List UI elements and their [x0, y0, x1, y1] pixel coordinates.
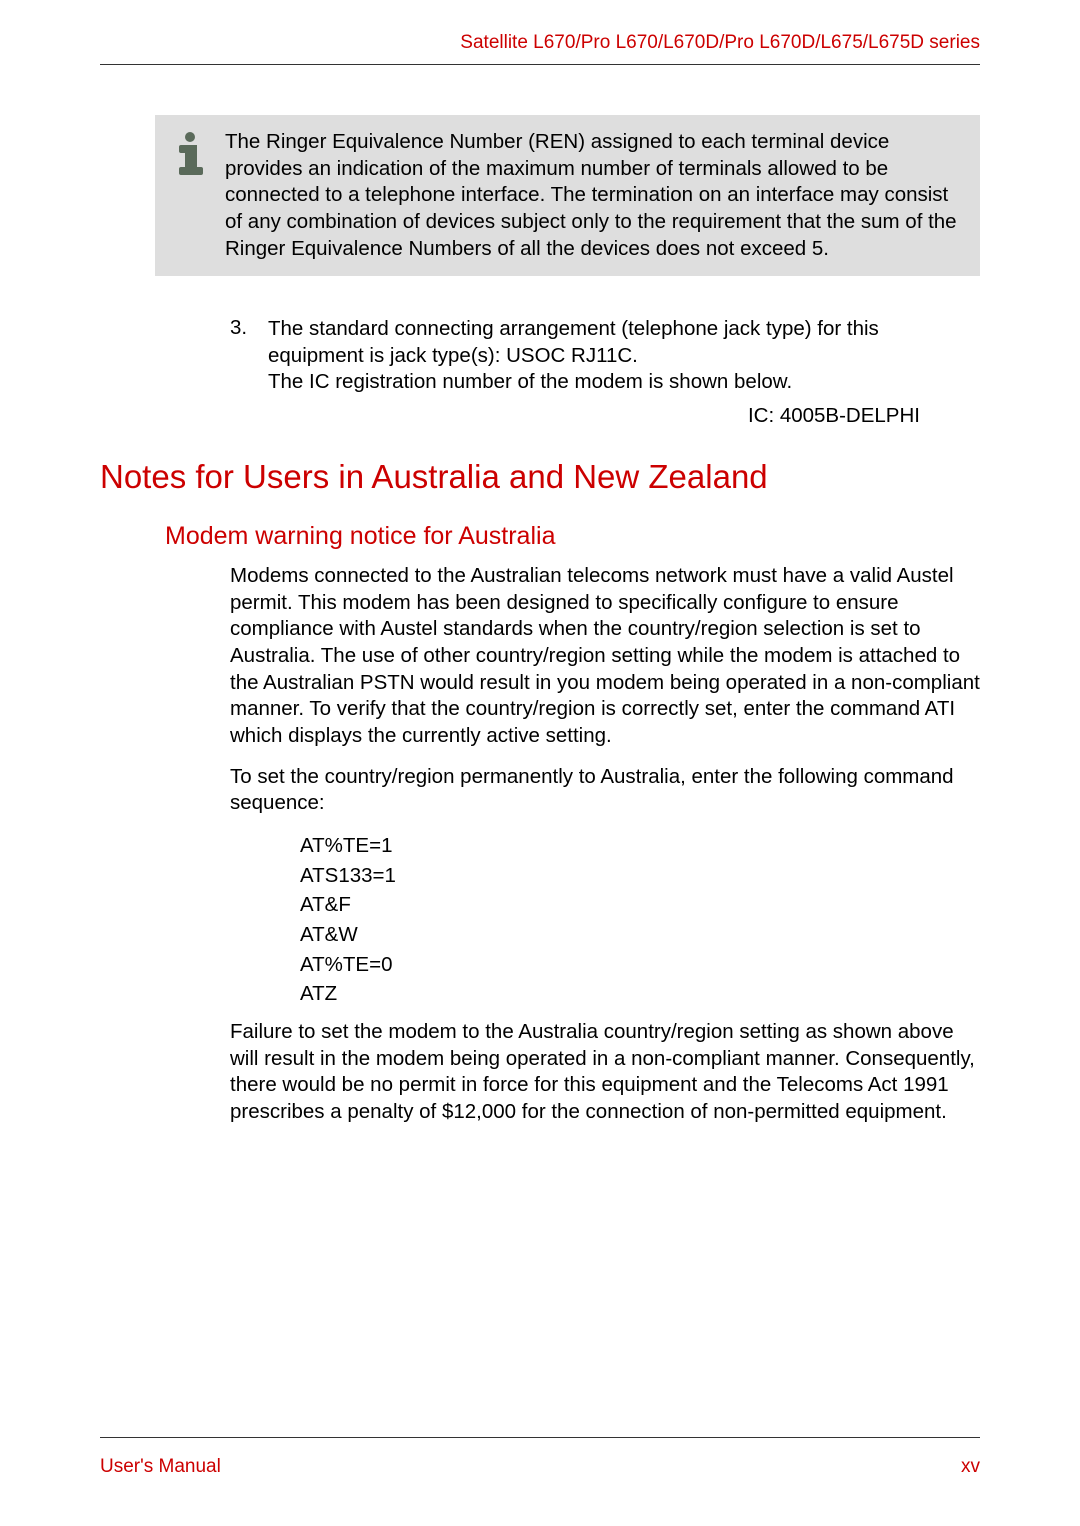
paragraph-austel: Modems connected to the Australian telec…: [230, 563, 980, 749]
at-command: AT%TE=1: [300, 831, 980, 861]
at-command: AT&W: [300, 920, 980, 950]
paragraph-command-intro: To set the country/region permanently to…: [230, 764, 980, 817]
list-body: The standard connecting arrangement (tel…: [268, 316, 980, 396]
numbered-list-item-3: 3. The standard connecting arrangement (…: [230, 316, 980, 396]
page-footer: User's Manual xv: [100, 1437, 980, 1478]
jack-type-text: The standard connecting arrangement (tel…: [268, 316, 980, 369]
footer-page-number: xv: [961, 1456, 980, 1478]
product-line-text: Satellite L670/Pro L670/L670D/Pro L670D/…: [460, 32, 980, 53]
at-command: ATS133=1: [300, 861, 980, 891]
info-callout-box: The Ringer Equivalence Number (REN) assi…: [155, 115, 980, 276]
paragraph-penalty: Failure to set the modem to the Australi…: [230, 1019, 980, 1126]
section-heading-h2: Modem warning notice for Australia: [165, 522, 980, 551]
info-icon-column: [155, 129, 225, 262]
info-icon: [170, 131, 210, 180]
at-command: AT&F: [300, 890, 980, 920]
section-heading-h1: Notes for Users in Australia and New Zea…: [100, 458, 980, 496]
ic-registration-number: IC: 4005B-DELPHI: [100, 404, 970, 428]
page-header: Satellite L670/Pro L670/L670D/Pro L670D/…: [100, 32, 980, 65]
list-index: 3.: [230, 316, 268, 396]
at-command: ATZ: [300, 979, 980, 1009]
ic-reg-intro-text: The IC registration number of the modem …: [268, 369, 980, 396]
command-sequence-block: AT%TE=1 ATS133=1 AT&F AT&W AT%TE=0 ATZ: [300, 831, 980, 1009]
footer-left-text: User's Manual: [100, 1456, 221, 1478]
page-content: Satellite L670/Pro L670/L670D/Pro L670D/…: [0, 0, 1080, 1126]
at-command: AT%TE=0: [300, 950, 980, 980]
info-callout-text: The Ringer Equivalence Number (REN) assi…: [225, 129, 966, 262]
